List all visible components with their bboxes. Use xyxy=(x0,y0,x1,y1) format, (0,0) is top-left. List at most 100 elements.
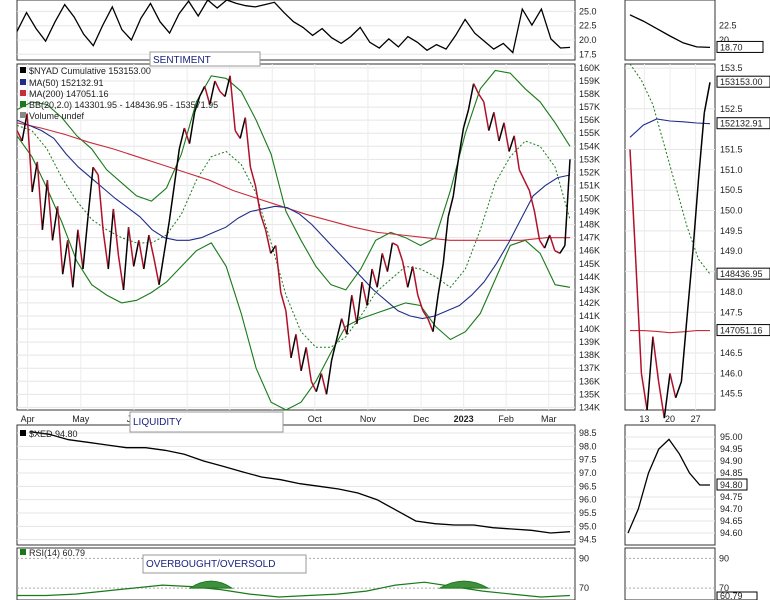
overbought-oversold-label: OVERBOUGHT/OVERSOLD xyxy=(146,559,275,570)
nyad-price-segment xyxy=(72,229,79,288)
sentiment-line xyxy=(16,0,571,54)
nyad-y-tick: 158K xyxy=(579,89,600,99)
nyad-price-segment xyxy=(87,167,94,217)
xed-y-tick: 97.0 xyxy=(579,468,597,478)
nyad-price-segment xyxy=(117,255,125,291)
rsi-zoom-tick: 70 xyxy=(719,583,729,593)
nyad-zoom-tick: 152.5 xyxy=(720,104,743,114)
nyad-price-segment xyxy=(143,234,150,270)
legend-nyad: $NYAD Cumulative 153153.00 xyxy=(29,66,151,76)
nyad-price-segment xyxy=(346,295,353,335)
nyad-zoom-value-box xyxy=(716,75,770,88)
rsi-panel xyxy=(16,547,576,600)
ma50-line xyxy=(16,119,571,320)
nyad-panel xyxy=(16,63,576,411)
sentiment-zoom-panel xyxy=(624,0,716,61)
nyad-price-segment xyxy=(285,310,292,358)
legend-swatch-ma200 xyxy=(20,90,26,96)
xed-zoom-tick: 94.90 xyxy=(720,456,743,466)
nyad-y-tick: 155K xyxy=(579,128,600,138)
legend-ma50: MA(50) 152132.91 xyxy=(29,78,104,88)
nyad-zoom-tick: 147.5 xyxy=(720,307,743,317)
nyad-price-segment xyxy=(559,245,566,254)
legend-swatch-bb xyxy=(20,101,26,107)
nyad-zoom-price-segment xyxy=(663,373,671,419)
nyad-price-segment xyxy=(310,380,317,393)
nyad-price-segment xyxy=(335,318,343,340)
nyad-price-segment xyxy=(472,83,480,95)
nyad-price-segment xyxy=(554,250,561,254)
nyad-price-segment xyxy=(188,112,196,144)
nyad-price-segment xyxy=(178,127,186,150)
nyad-zoom-tick: 146.5 xyxy=(720,348,743,358)
nyad-price-segment xyxy=(219,90,226,98)
nyad-y-tick: 146K xyxy=(579,246,600,256)
nyad-price-segment xyxy=(543,234,551,249)
xed-zoom-tick: 94.80 xyxy=(720,480,743,490)
legend-swatch-rsi xyxy=(20,549,26,555)
bollinger-lower-band xyxy=(16,135,571,411)
nyad-price-segment xyxy=(173,148,181,186)
nyad-zoom-ma200 xyxy=(630,330,710,334)
nyad-price-segment xyxy=(406,266,414,288)
nyad-x-tick: 2023 xyxy=(454,414,474,424)
legend-bb: BB(20,2.0) 143301.95 - 148436.95 - 15357… xyxy=(29,100,218,110)
nyad-zoom-tick: 148436.95 xyxy=(720,269,763,279)
rsi-zoom-tick: 90 xyxy=(719,553,729,563)
nyad-zoom-price-segment xyxy=(657,381,666,419)
nyad-price-segment xyxy=(127,227,135,267)
nyad-x-tick: Feb xyxy=(498,414,514,424)
nyad-price-segment xyxy=(274,245,282,293)
nyad-price-segment xyxy=(270,245,277,254)
nyad-zoom-tick: 149.0 xyxy=(720,246,743,256)
nyad-price-segment xyxy=(214,80,221,92)
xed-y-tick: 98.5 xyxy=(579,428,597,438)
nyad-zoom-price-segment xyxy=(697,112,706,179)
nyad-y-tick: 142K xyxy=(579,298,600,308)
nyad-price-segment xyxy=(447,195,455,217)
rsi-last-value-box xyxy=(716,591,758,600)
nyad-price-segment xyxy=(46,180,54,241)
nyad-zoom-value-box xyxy=(716,324,770,337)
nyad-price-segment xyxy=(396,245,404,262)
xed-y-tick: 95.5 xyxy=(579,508,597,518)
nyad-zoom-tick: 151.0 xyxy=(720,165,743,175)
nyad-price-segment xyxy=(493,112,500,142)
nyad-price-segment xyxy=(366,268,373,306)
nyad-price-segment xyxy=(56,206,64,275)
nyad-price-segment xyxy=(361,281,368,306)
nyad-price-segment xyxy=(82,216,89,270)
liquidity-label: LIQUIDITY xyxy=(133,417,182,428)
xed-y-tick: 96.0 xyxy=(579,495,597,505)
nyad-price-segment xyxy=(503,122,510,152)
nyad-price-segment xyxy=(244,117,252,168)
bollinger-middle-band xyxy=(16,124,571,348)
rsi-y-tick: 70 xyxy=(579,583,589,593)
nyad-zoom-price-segment xyxy=(692,177,700,252)
sentiment-y-tick: 17.5 xyxy=(579,49,597,59)
nyad-y-tick: 138K xyxy=(579,350,600,360)
nyad-price-segment xyxy=(61,240,69,275)
sentiment-label-box xyxy=(149,51,261,67)
nyad-x-tick: Apr xyxy=(21,414,35,424)
rsi-overbought-fill xyxy=(438,580,490,589)
nyad-price-segment xyxy=(239,117,247,139)
nyad-price-segment xyxy=(264,229,272,254)
nyad-y-tick: 160K xyxy=(579,63,600,73)
nyad-price-segment xyxy=(148,234,155,259)
nyad-price-segment xyxy=(320,373,328,395)
nyad-zoom-tick: 149.5 xyxy=(720,226,743,236)
nyad-zoom-price-segment xyxy=(640,373,648,411)
sentiment-zoom-tick: 20 xyxy=(719,35,729,45)
nyad-zoom-price-segment xyxy=(669,373,677,398)
nyad-price-segment xyxy=(234,130,241,139)
nyad-y-tick: 137K xyxy=(579,363,600,373)
nyad-price-segment xyxy=(183,127,191,144)
nyad-price-segment xyxy=(442,216,449,264)
legend-swatch-nyad xyxy=(20,67,26,73)
nyad-price-segment xyxy=(92,166,99,176)
nyad-x-tick: Nov xyxy=(360,414,377,424)
nyad-price-segment xyxy=(51,206,59,241)
nyad-zoom-bb-mid xyxy=(629,63,711,275)
nyad-x-tick: May xyxy=(72,414,90,424)
